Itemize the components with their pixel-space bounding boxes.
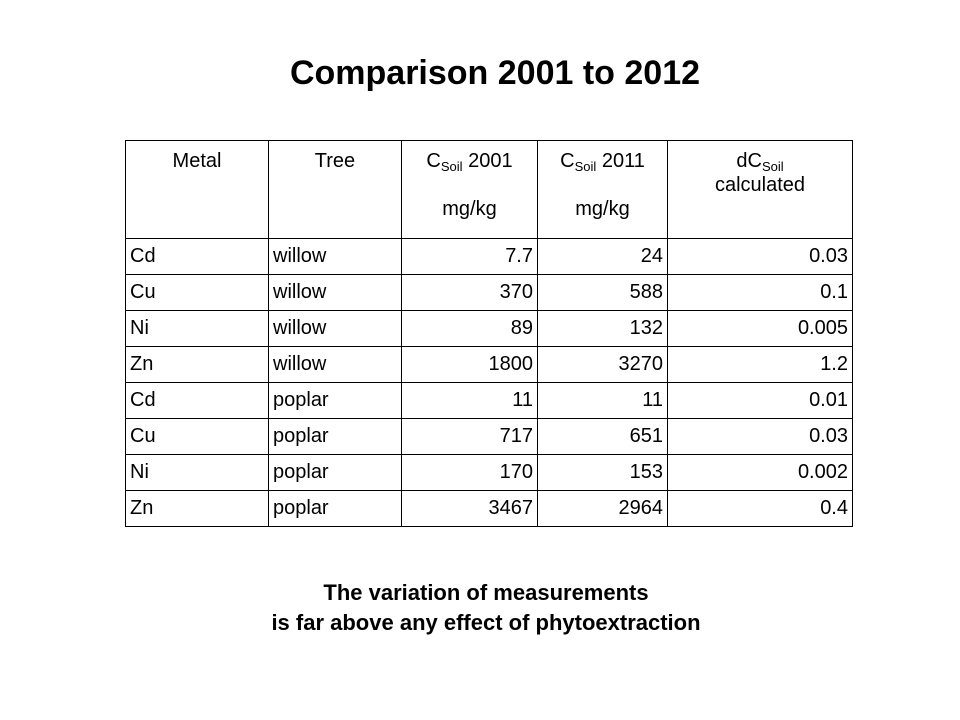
header-dcsoil-prefix: dC <box>736 150 762 172</box>
cell-tree: poplar <box>268 454 402 491</box>
header-csoil-2011: CSoil 2011 mg/kg <box>537 140 668 239</box>
header-tree: Tree <box>268 140 402 239</box>
cell-csoil-2011: 153 <box>537 454 668 491</box>
comparison-table: Metal Tree CSoil 2001 mg/kg CSoil 2011 m… <box>125 140 853 527</box>
table-row: Zn poplar 3467 2964 0.4 <box>125 490 853 527</box>
cell-dcsoil: 0.005 <box>667 310 853 347</box>
cell-csoil-2001: 3467 <box>401 490 538 527</box>
cell-tree: willow <box>268 310 402 347</box>
cell-csoil-2011: 2964 <box>537 490 668 527</box>
conclusion-line-2: is far above any effect of phytoextracti… <box>271 610 701 635</box>
header-dcsoil-sub: Soil <box>761 159 784 174</box>
cell-csoil-2001: 370 <box>401 274 538 311</box>
cell-csoil-2001: 717 <box>401 418 538 455</box>
header-csoil-2011-sub: Soil <box>574 159 597 174</box>
header-dcsoil: dCSoil calculated <box>667 140 853 239</box>
cell-csoil-2001: 11 <box>401 382 538 419</box>
cell-tree: willow <box>268 238 402 275</box>
header-csoil-2001-sub: Soil <box>440 159 463 174</box>
table-row: Cd willow 7.7 24 0.03 <box>125 238 853 275</box>
cell-dcsoil: 0.03 <box>667 418 853 455</box>
cell-tree: willow <box>268 274 402 311</box>
cell-metal: Zn <box>125 346 269 383</box>
header-csoil-2011-prefix: C <box>560 150 575 172</box>
header-csoil-2011-unit: mg/kg <box>575 198 630 220</box>
page-title: Comparison 2001 to 2012 <box>289 54 701 92</box>
cell-metal: Cu <box>125 418 269 455</box>
cell-csoil-2001: 1800 <box>401 346 538 383</box>
table-row: Cu willow 370 588 0.1 <box>125 274 853 311</box>
cell-csoil-2011: 132 <box>537 310 668 347</box>
cell-metal: Cu <box>125 274 269 311</box>
cell-metal: Cd <box>125 382 269 419</box>
cell-dcsoil: 0.1 <box>667 274 853 311</box>
header-csoil-2011-year: 2011 <box>596 150 645 172</box>
cell-metal: Zn <box>125 490 269 527</box>
table-row: Cu poplar 717 651 0.03 <box>125 418 853 455</box>
table-row: Ni willow 89 132 0.005 <box>125 310 853 347</box>
cell-metal: Cd <box>125 238 269 275</box>
table-header-row: Metal Tree CSoil 2001 mg/kg CSoil 2011 m… <box>125 140 853 239</box>
cell-metal: Ni <box>125 310 269 347</box>
header-dcsoil-calculated: calculated <box>714 174 806 196</box>
cell-csoil-2011: 651 <box>537 418 668 455</box>
cell-dcsoil: 0.01 <box>667 382 853 419</box>
header-csoil-2001-prefix: C <box>426 150 441 172</box>
cell-csoil-2011: 588 <box>537 274 668 311</box>
header-csoil-2001-year: 2001 <box>462 150 513 172</box>
cell-csoil-2001: 7.7 <box>401 238 538 275</box>
conclusion-note: The variation of measurements is far abo… <box>0 578 960 638</box>
cell-tree: poplar <box>268 382 402 419</box>
cell-csoil-2011: 3270 <box>537 346 668 383</box>
header-metal: Metal <box>125 140 269 239</box>
cell-tree: poplar <box>268 490 402 527</box>
cell-csoil-2011: 24 <box>537 238 668 275</box>
table-row: Cd poplar 11 11 0.01 <box>125 382 853 419</box>
cell-csoil-2001: 89 <box>401 310 538 347</box>
cell-csoil-2001: 170 <box>401 454 538 491</box>
conclusion-line-1: The variation of measurements <box>323 580 649 605</box>
cell-metal: Ni <box>125 454 269 491</box>
table-row: Ni poplar 170 153 0.002 <box>125 454 853 491</box>
cell-dcsoil: 0.002 <box>667 454 853 491</box>
cell-dcsoil: 0.4 <box>667 490 853 527</box>
cell-dcsoil: 1.2 <box>667 346 853 383</box>
header-csoil-2001-unit: mg/kg <box>442 198 497 220</box>
cell-tree: willow <box>268 346 402 383</box>
cell-tree: poplar <box>268 418 402 455</box>
cell-csoil-2011: 11 <box>537 382 668 419</box>
table-row: Zn willow 1800 3270 1.2 <box>125 346 853 383</box>
cell-dcsoil: 0.03 <box>667 238 853 275</box>
header-csoil-2001: CSoil 2001 mg/kg <box>401 140 538 239</box>
